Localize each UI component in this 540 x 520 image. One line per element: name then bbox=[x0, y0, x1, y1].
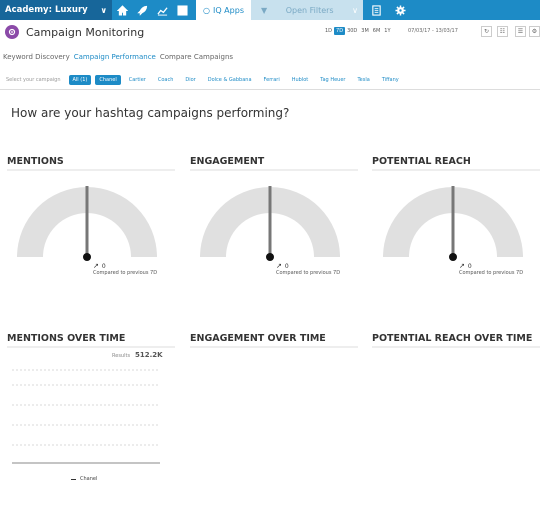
chip-cartier[interactable]: Cartier bbox=[128, 76, 146, 83]
chip-dolce-gabbana[interactable]: Dolce & Gabbana bbox=[207, 76, 252, 83]
chip-hublot[interactable]: Hublot bbox=[291, 76, 309, 83]
layout-icon[interactable]: ☷ bbox=[497, 26, 508, 37]
potential-reach-title: POTENTIAL REACH bbox=[372, 155, 540, 171]
gauge-svg bbox=[200, 186, 340, 261]
line-chart-icon[interactable] bbox=[152, 0, 172, 20]
legend-label: Chanel bbox=[80, 476, 98, 482]
chip-tiffany[interactable]: Tiffany bbox=[381, 76, 399, 83]
range-6m[interactable]: 6M bbox=[372, 28, 381, 34]
export-icon[interactable]: ☰ bbox=[515, 26, 526, 37]
chip-coach[interactable]: Coach bbox=[157, 76, 174, 83]
iq-apps-label: IQ Apps bbox=[212, 5, 244, 15]
gauge-svg bbox=[17, 186, 157, 261]
results-label: Results bbox=[112, 353, 131, 359]
mentions-value: ↗ 0 bbox=[93, 262, 106, 270]
range-3m[interactable]: 3M bbox=[361, 28, 369, 34]
account-switcher[interactable]: Academy: Luxury ∨ bbox=[0, 0, 112, 20]
filter-icon: ▼ bbox=[260, 5, 268, 15]
chevron-down-icon: ∨ bbox=[352, 5, 358, 15]
tab-campaign-performance[interactable]: Campaign Performance bbox=[73, 53, 156, 61]
mentions-title: MENTIONS bbox=[7, 155, 175, 171]
results-value: 512.2K bbox=[135, 351, 163, 359]
chip-tag-heuer[interactable]: Tag Heuer bbox=[320, 76, 346, 83]
mentions-value-text: 0 bbox=[101, 262, 106, 270]
chip-all[interactable]: All (1) bbox=[68, 74, 92, 85]
engagement-gauge: ↗ 0 Compared to previous 7D bbox=[200, 185, 360, 295]
arrow-up-right-icon: ↗ bbox=[276, 262, 282, 270]
potential-reach-gauge: ↗ 0 Compared to previous 7D bbox=[383, 185, 540, 295]
rocket-icon[interactable] bbox=[132, 0, 152, 20]
document-icon[interactable] bbox=[367, 0, 387, 20]
potential-reach-compare: Compared to previous 7D bbox=[459, 270, 524, 276]
section-question: How are your hashtag campaigns performin… bbox=[11, 106, 290, 120]
gauge-pivot bbox=[266, 253, 274, 261]
gauge-svg bbox=[383, 186, 523, 261]
page-header: Campaign Monitoring 1D 7D 30D 3M 6M 1Y 0… bbox=[0, 20, 540, 44]
range-1d[interactable]: 1D bbox=[325, 28, 333, 34]
tabs: Keyword Discovery Campaign Performance C… bbox=[3, 53, 233, 61]
engagement-value: ↗ 0 bbox=[276, 262, 289, 270]
home-icon[interactable] bbox=[112, 0, 132, 20]
chart-legend[interactable]: Chanel bbox=[71, 476, 97, 482]
potential-reach-over-time-title: POTENTIAL REACH OVER TIME bbox=[372, 332, 540, 348]
open-filters-label: Open Filters bbox=[285, 5, 334, 15]
chip-ferrari[interactable]: Ferrari bbox=[263, 76, 280, 83]
chip-chanel[interactable]: Chanel bbox=[95, 74, 121, 85]
arrow-up-right-icon: ↗ bbox=[93, 262, 99, 270]
pin-icon: ○ bbox=[203, 5, 210, 15]
date-range[interactable]: 07/03/17 - 13/03/17 bbox=[408, 28, 458, 34]
mentions-over-time-chart bbox=[12, 369, 160, 464]
engagement-compare: Compared to previous 7D bbox=[276, 270, 341, 276]
gauge-pivot bbox=[83, 253, 91, 261]
chip-dior[interactable]: Dior bbox=[185, 76, 196, 83]
gauge-track bbox=[200, 187, 340, 257]
account-name: Academy: Luxury bbox=[5, 5, 88, 15]
engagement-title: ENGAGEMENT bbox=[190, 155, 358, 171]
gear-icon[interactable] bbox=[391, 0, 411, 20]
tab-keyword-discovery[interactable]: Keyword Discovery bbox=[3, 53, 70, 61]
range-7d[interactable]: 7D bbox=[334, 27, 346, 35]
campaign-logo-icon bbox=[5, 25, 19, 39]
range-selector: 1D 7D 30D 3M 6M 1Y bbox=[323, 27, 393, 35]
top-nav: Academy: Luxury ∨ ○ IQ Apps ▼ Open Filte… bbox=[0, 0, 540, 20]
refresh-icon[interactable]: ↻ bbox=[481, 26, 492, 37]
campaign-selector: Select your campaign All (1) Chanel Cart… bbox=[0, 72, 540, 87]
gauge-track bbox=[17, 187, 157, 257]
selector-label: Select your campaign bbox=[6, 76, 61, 83]
mentions-gauge: ↗ 0 Compared to previous 7D bbox=[17, 185, 177, 295]
iq-apps-tab[interactable]: ○ IQ Apps bbox=[196, 0, 251, 20]
chevron-down-icon: ∨ bbox=[100, 5, 108, 15]
range-1y[interactable]: 1Y bbox=[384, 28, 391, 34]
grid-icon[interactable] bbox=[172, 0, 192, 20]
page-title: Campaign Monitoring bbox=[26, 25, 145, 39]
engagement-value-text: 0 bbox=[284, 262, 289, 270]
tab-compare-campaigns[interactable]: Compare Campaigns bbox=[159, 53, 234, 61]
mentions-over-time-title: MENTIONS OVER TIME bbox=[7, 332, 175, 348]
range-30d[interactable]: 30D bbox=[347, 28, 358, 34]
gauge-track bbox=[383, 187, 523, 257]
engagement-over-time-title: ENGAGEMENT OVER TIME bbox=[190, 332, 358, 348]
chip-tesla[interactable]: Tesla bbox=[357, 76, 370, 83]
open-filters-button[interactable]: ▼ Open Filters ∨ bbox=[250, 0, 363, 20]
potential-reach-value-text: 0 bbox=[467, 262, 472, 270]
settings-icon[interactable]: ⚙ bbox=[529, 26, 540, 37]
mentions-compare: Compared to previous 7D bbox=[93, 270, 158, 276]
arrow-up-right-icon: ↗ bbox=[459, 262, 465, 270]
gauge-pivot bbox=[449, 253, 457, 261]
divider bbox=[0, 89, 540, 90]
potential-reach-value: ↗ 0 bbox=[459, 262, 472, 270]
legend-swatch bbox=[71, 478, 76, 480]
